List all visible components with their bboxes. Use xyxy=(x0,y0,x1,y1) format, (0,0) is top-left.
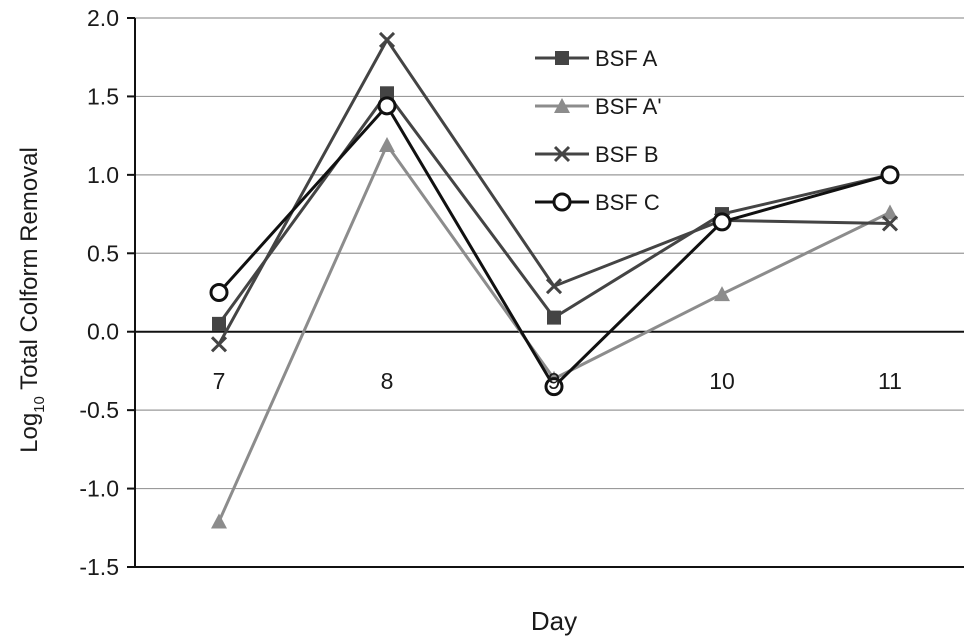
x-tick-label: 11 xyxy=(878,368,902,394)
data-point xyxy=(547,310,561,325)
y-axis-label-rest: Total Colform Removal xyxy=(16,147,43,396)
data-point xyxy=(210,336,228,353)
x-axis-label: Day xyxy=(531,606,577,636)
legend-item: BSF A' xyxy=(535,94,662,119)
legend-label: BSF B xyxy=(595,142,659,167)
data-point xyxy=(712,212,732,232)
legend-item: BSF B xyxy=(535,142,659,167)
data-point xyxy=(377,96,397,116)
y-tick-label: 1.0 xyxy=(87,162,119,188)
x-tick-label: 7 xyxy=(213,368,226,394)
tick-labels: 2.0 1.5 1.0 0.5 0.0 -0.5 -1.0 -1.5 7 8 9 10 11 xyxy=(79,5,902,580)
data-point xyxy=(378,31,396,49)
y-tick-label: 0.0 xyxy=(87,319,119,345)
data-point xyxy=(714,286,730,302)
legend-label: BSF A' xyxy=(595,94,662,119)
data-point xyxy=(379,137,395,153)
legend-item: BSF A xyxy=(535,46,658,71)
legend-label: BSF A xyxy=(595,46,658,71)
legend-marker xyxy=(552,192,572,212)
y-tick-label: 1.5 xyxy=(87,83,119,109)
y-tick-label: 2.0 xyxy=(87,5,119,31)
y-tick-label: -1.5 xyxy=(79,554,119,580)
x-tick-label: 9 xyxy=(548,368,561,394)
series-bsf-a xyxy=(212,86,897,331)
data-point xyxy=(545,278,563,295)
data-point xyxy=(544,377,564,397)
data-point xyxy=(880,165,900,185)
legend-marker xyxy=(554,98,570,113)
data-point xyxy=(211,513,227,529)
data-point xyxy=(882,204,898,220)
series-line xyxy=(217,90,891,325)
legend-marker xyxy=(555,51,569,65)
x-tick-label: 8 xyxy=(381,368,394,394)
y-axis-label-main: Log xyxy=(16,413,43,453)
y-tick-label: -0.5 xyxy=(79,397,119,423)
data-point xyxy=(212,316,226,331)
data-point xyxy=(380,86,394,101)
y-tick-label: -1.0 xyxy=(79,476,119,502)
x-tick-label: 10 xyxy=(709,368,735,394)
y-tick-label: 0.5 xyxy=(87,240,119,266)
legend: BSF A BSF A' BSF B BSF C xyxy=(535,46,662,215)
legend-item: BSF C xyxy=(535,190,660,215)
legend-label: BSF C xyxy=(595,190,660,215)
axes xyxy=(127,17,964,568)
y-axis-label: Log10 Total Colform Removal xyxy=(16,147,48,453)
data-point xyxy=(881,215,899,232)
legend-marker xyxy=(553,145,571,163)
series-group xyxy=(209,31,900,529)
y-axis-label-subscript: 10 xyxy=(31,396,48,413)
series-bsf-c xyxy=(209,96,900,397)
data-point xyxy=(209,283,229,302)
